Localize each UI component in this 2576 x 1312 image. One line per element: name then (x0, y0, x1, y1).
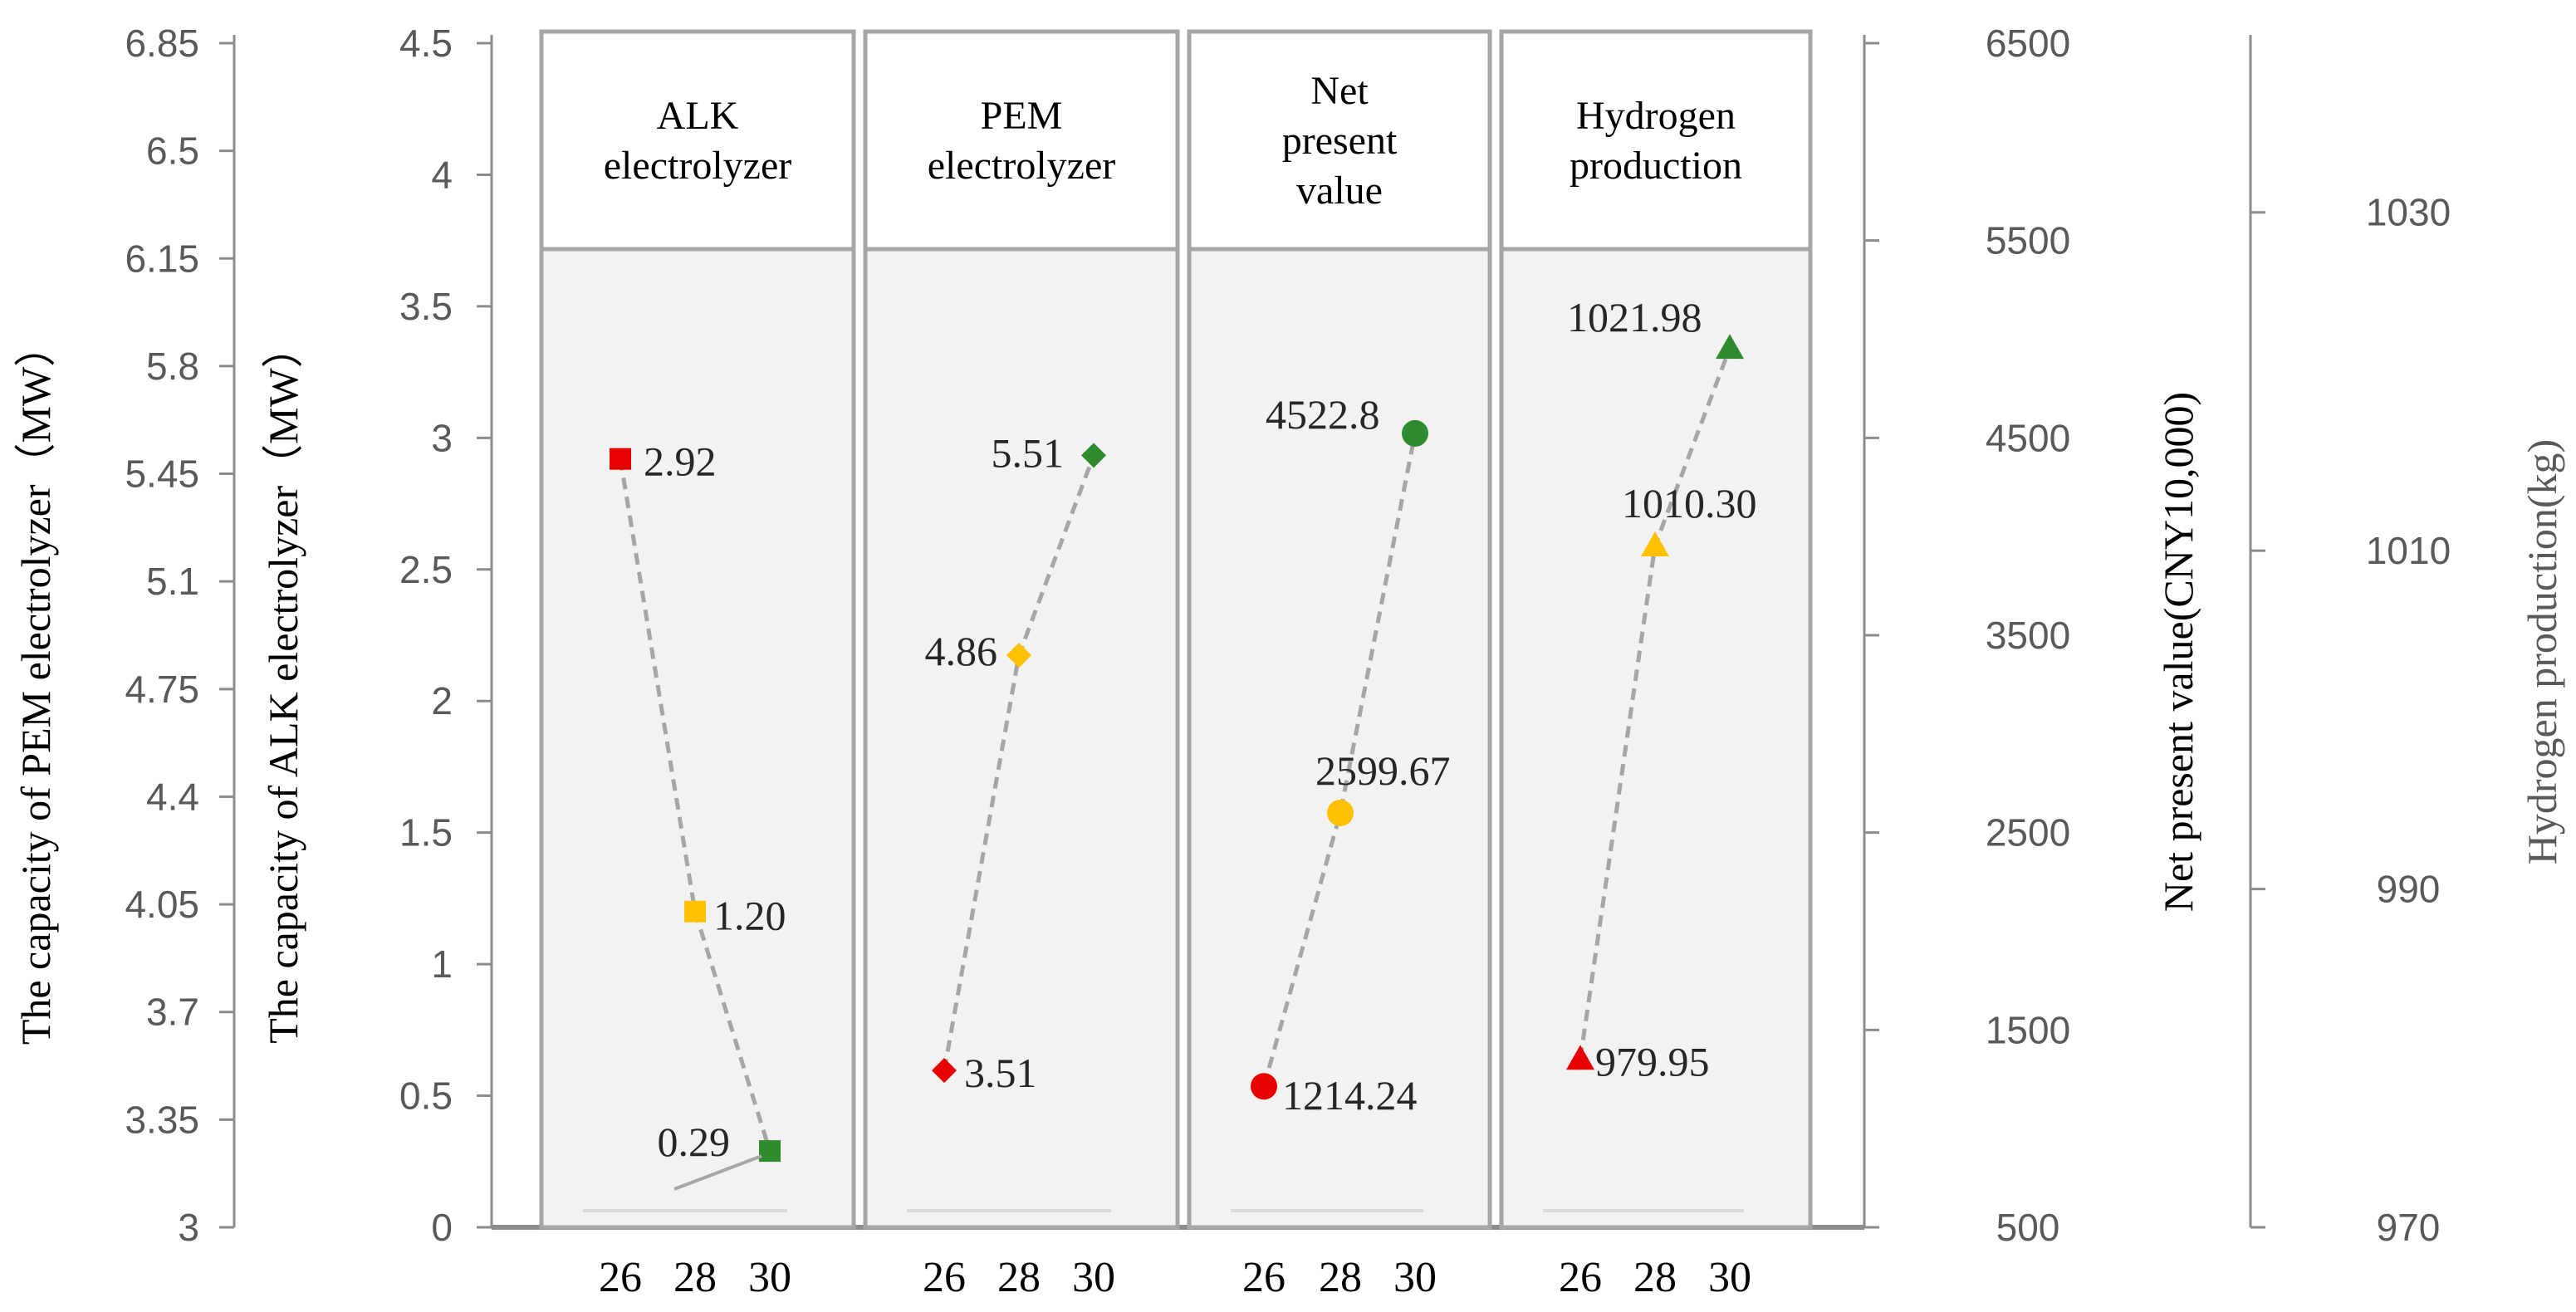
data-point-marker (1251, 1073, 1277, 1100)
data-label: 979.95 (1595, 1038, 1710, 1084)
y-tick-label: 5.45 (125, 453, 199, 496)
axes-layer: 3 3.35 3.7 4.05 4.4 4.75 5.1 5.45 5.8 6.15 6.5 6.85… (12, 22, 2565, 1249)
y-axis-title: Hydrogen production(kg) (2519, 439, 2565, 864)
x-tick-label: 28 (1319, 1254, 1362, 1301)
x-tick-label: 30 (748, 1254, 791, 1301)
x-tick-label: 28 (997, 1254, 1041, 1301)
panel-title-line: present (1282, 119, 1398, 163)
panel-title-line: electrolyzer (928, 144, 1116, 188)
x-tick-label: 28 (1633, 1254, 1677, 1301)
data-point-marker (932, 1058, 957, 1084)
data-point-marker (1327, 799, 1354, 826)
panel-3: Net present value 26 28 30 1214.24 2599.67 4522.… (1187, 29, 1492, 1301)
y-tick-label: 0.5 (399, 1075, 453, 1118)
y-tick-label: 1 (431, 942, 453, 986)
y-tick-label: 4500 (1986, 416, 2070, 459)
panel-title-line: ALK (657, 94, 739, 138)
data-label: 4.86 (925, 628, 998, 674)
y-axis-title: The capacity of ALK electrolyzer（MW） (260, 326, 306, 1044)
y-tick-label: 0 (431, 1206, 453, 1249)
y-tick-label: 1030 (2366, 191, 2451, 234)
data-point-marker (684, 900, 706, 923)
y-axis-title: Net present value(CNY10,000) (2155, 392, 2201, 912)
y-tick-label: 3500 (1986, 614, 2070, 657)
y-tick-label: 4.05 (125, 883, 199, 926)
panel-1: ALK electrolyzer 26 28 30 2.92 1.20 0.29 (539, 29, 856, 1301)
data-label: 0.29 (658, 1119, 731, 1165)
data-point-marker (1081, 443, 1106, 468)
y-tick-label: 6500 (1986, 22, 2070, 65)
data-point-marker (759, 1140, 781, 1163)
y-axis-title: The capacity of PEM electrolyzer（MW） (12, 326, 59, 1045)
panel-body (539, 247, 856, 1230)
panel-title-line: electrolyzer (604, 144, 792, 188)
data-point-marker (1006, 643, 1031, 668)
y-tick-label: 4.75 (125, 668, 199, 711)
panel-body (863, 247, 1180, 1230)
y-tick-label: 5.8 (146, 345, 199, 388)
panel-body (1499, 247, 1813, 1230)
panels-layer: ALK electrolyzer 26 28 30 2.92 1.20 0.29 PEM elec… (539, 29, 1813, 1301)
panel-2: PEM electrolyzer 26 28 30 3.51 4.86 5.51 (863, 29, 1180, 1301)
y-tick-label: 6.85 (125, 22, 199, 65)
y-tick-label: 500 (1996, 1206, 2060, 1249)
y-tick-label: 4.4 (146, 775, 199, 818)
y-tick-label: 3 (431, 416, 453, 459)
x-tick-label: 30 (1072, 1254, 1115, 1301)
y-tick-label: 4 (431, 153, 453, 196)
y-tick-label: 3 (178, 1206, 199, 1249)
data-label: 4522.8 (1266, 391, 1380, 438)
series-line (1261, 433, 1418, 1087)
x-tick-label: 26 (599, 1254, 642, 1301)
x-tick-label: 26 (923, 1254, 966, 1301)
x-tick-label: 26 (1559, 1254, 1602, 1301)
y-tick-label: 3.5 (399, 285, 453, 328)
y-tick-label: 1500 (1986, 1008, 2070, 1051)
panel-body (1187, 247, 1492, 1230)
data-point-marker (610, 448, 631, 470)
x-tick-label: 30 (1708, 1254, 1751, 1301)
panel-title-line: Hydrogen (1576, 94, 1736, 138)
data-point-marker (1641, 531, 1669, 557)
y-tick-label: 3.35 (125, 1098, 199, 1141)
y-tick-label: 3.7 (146, 991, 199, 1034)
y-tick-label: 2.5 (399, 548, 453, 591)
data-point-marker (1566, 1045, 1594, 1070)
panel-title-line: production (1570, 144, 1742, 188)
y-tick-label: 6.5 (146, 130, 199, 173)
y-tick-label: 970 (2377, 1206, 2441, 1249)
panel-title-line: Net (1310, 69, 1369, 113)
y-tick-label: 2500 (1986, 811, 2070, 854)
y-tick-label: 5.1 (146, 560, 199, 603)
y-tick-label: 5500 (1986, 219, 2070, 262)
data-label: 5.51 (992, 429, 1065, 476)
x-tick-label: 30 (1393, 1254, 1437, 1301)
y-tick-label: 1.5 (399, 811, 453, 854)
data-label: 1010.30 (1622, 480, 1757, 526)
y-tick-label: 4.5 (399, 22, 453, 65)
data-label: 1021.98 (1567, 294, 1702, 340)
data-label: 2599.67 (1315, 747, 1451, 794)
panel-4: Hydrogen production 26 28 30 979.95 1010.30 102… (1499, 29, 1813, 1301)
data-label: 1214.24 (1282, 1072, 1418, 1119)
y-tick-label: 2 (431, 679, 453, 722)
data-label: 2.92 (644, 438, 717, 485)
panel-title-line: PEM (981, 94, 1063, 138)
y-tick-label: 1010 (2366, 529, 2451, 572)
data-label: 3.51 (964, 1050, 1037, 1096)
data-point-marker (1716, 334, 1744, 360)
x-tick-label: 26 (1242, 1254, 1286, 1301)
data-point-marker (1402, 419, 1428, 447)
x-tick-label: 28 (673, 1254, 717, 1301)
label-leader-line (673, 1154, 762, 1191)
data-label: 1.20 (713, 893, 786, 939)
y-tick-label: 6.15 (125, 237, 199, 280)
panel-title-line: value (1296, 169, 1383, 213)
y-tick-label: 990 (2377, 868, 2441, 911)
